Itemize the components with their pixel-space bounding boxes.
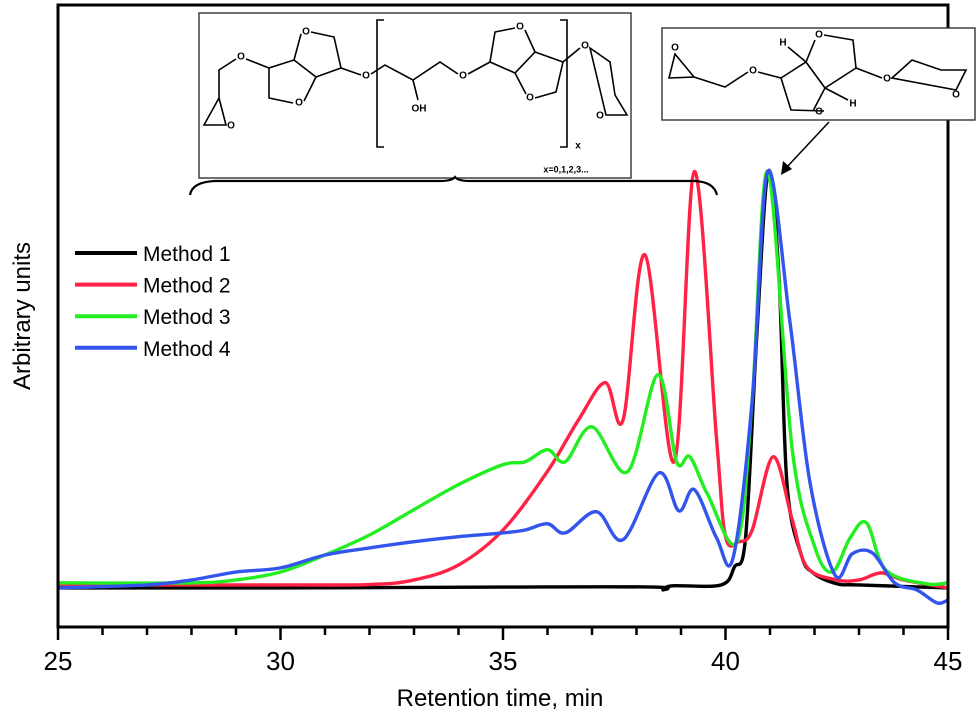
- x-tick-label: 40: [711, 646, 740, 676]
- series-curves: [57, 168, 949, 605]
- series-line-method-4: [57, 168, 949, 605]
- x-axis-label: Retention time, min: [397, 685, 604, 712]
- legend-label: Method 1: [143, 243, 231, 266]
- legend-label: Method 4: [143, 338, 231, 361]
- atom-o-label: O: [526, 93, 534, 104]
- series-line-method-2: [57, 169, 949, 590]
- legend-label: Method 2: [143, 275, 231, 298]
- atom-o-label: O: [516, 22, 524, 33]
- atom-o-label: O: [362, 71, 370, 82]
- y-axis-label: Arbitrary units: [9, 242, 36, 390]
- legend: Method 1 Method 2 Method 3 Method 4: [75, 243, 231, 361]
- hydroxyl-label: OH: [412, 104, 427, 115]
- repeat-subscript: x: [575, 141, 581, 152]
- series-line-method-1: [57, 168, 949, 592]
- atom-o-label: O: [815, 107, 823, 118]
- atom-o-label: O: [952, 90, 960, 101]
- x-tick-label: 45: [934, 646, 963, 676]
- x-tick-label: 35: [489, 646, 518, 676]
- oligomer-brace: [188, 175, 719, 196]
- x-tick-label: 25: [44, 646, 73, 676]
- x-axis-ticks: [56, 627, 950, 640]
- series-line-method-3: [57, 169, 949, 587]
- atom-h-label: H: [849, 99, 856, 110]
- atom-h-label: H: [779, 38, 786, 49]
- monomer-arrow: [781, 121, 830, 175]
- monomer-structure: O O O O O O H H: [661, 27, 976, 121]
- atom-o-label: O: [295, 98, 303, 109]
- atom-o-label: O: [596, 111, 604, 122]
- atom-o-label: O: [237, 52, 245, 63]
- x-axis-tick-labels: 25 30 35 40 45: [44, 646, 963, 676]
- atom-o-label: O: [581, 41, 589, 52]
- atom-o-label: O: [749, 66, 757, 77]
- atom-o-label: O: [459, 71, 467, 82]
- legend-label: Method 3: [143, 306, 231, 329]
- atom-o-label: O: [815, 30, 823, 41]
- x-tick-label: 30: [266, 646, 295, 676]
- atom-o-label: O: [671, 43, 679, 54]
- atom-o-label: O: [302, 27, 310, 38]
- atom-o-label: O: [883, 74, 891, 85]
- atom-o-label: O: [227, 121, 235, 132]
- oligomer-structure: O O O O O O O O O O OH x x=0,1,2,3...: [198, 12, 632, 179]
- repeat-note: x=0,1,2,3...: [543, 164, 588, 174]
